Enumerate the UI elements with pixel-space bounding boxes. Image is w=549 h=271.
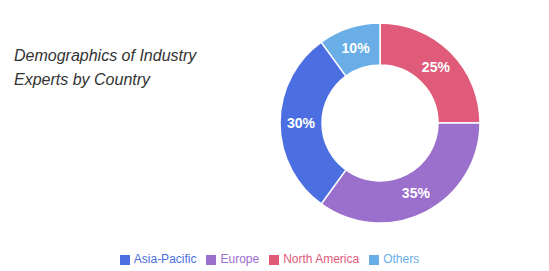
svg-text:25%: 25% bbox=[422, 59, 451, 75]
svg-text:10%: 10% bbox=[342, 40, 371, 56]
html-text:Europe: Europe bbox=[220, 252, 260, 266]
html-text:Asia-Pacific: Asia-Pacific bbox=[133, 252, 197, 266]
html-text:Experts by Country: Experts by Country bbox=[14, 71, 151, 88]
html-text:North America: North America bbox=[283, 252, 360, 266]
html-text:Demographics of Industry: Demographics of Industry bbox=[14, 47, 197, 64]
svg-text:30%: 30% bbox=[287, 115, 316, 131]
svg-text:35%: 35% bbox=[402, 185, 431, 201]
html-text:Others: Others bbox=[383, 252, 420, 266]
